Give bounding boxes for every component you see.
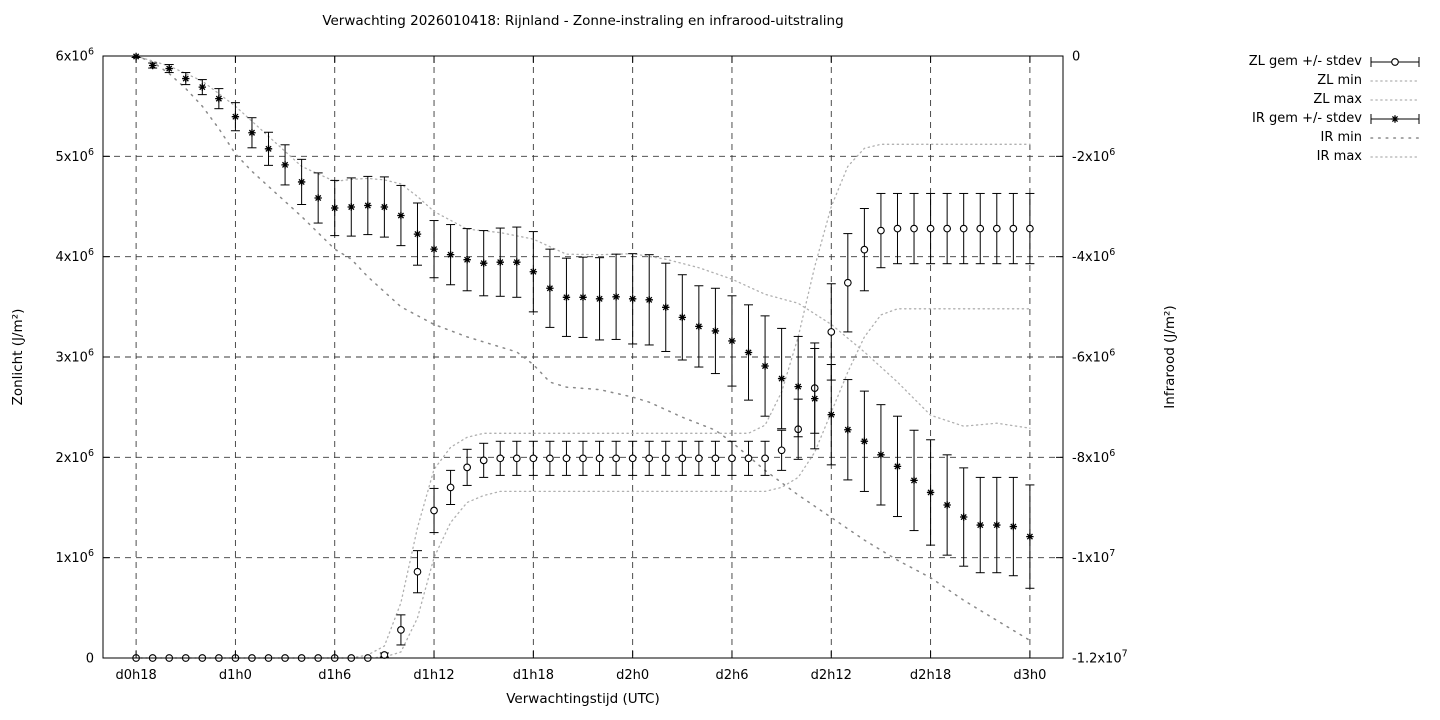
y-left-tick-label: 1x106 [55,548,94,566]
legend-sample-dotted-line-icon [1370,136,1420,139]
legend-label: ZL min [1317,73,1362,88]
legend-label: ZL max [1313,92,1362,107]
x-tick-label: d0h18 [115,668,156,683]
x-tick-label: d1h0 [219,668,252,683]
ir-min-line [135,55,1031,642]
x-tick-label: d1h18 [513,668,554,683]
y-right-tick-label: -6x106 [1072,348,1115,366]
y-right-tick-label: -2x106 [1072,147,1115,165]
legend-label: IR min [1320,130,1362,145]
y-axis-label-right: Infrarood (J/m²) [1162,305,1178,409]
y-right-tick-label: -1.2x107 [1072,649,1128,667]
axis-tick-labels: d0h18 d1h0 d1h6 d1h12 d1h18 d2h0 d2h6 d2h12 d2h1… [55,47,1127,684]
y-left-tick-label: 2x106 [55,448,94,466]
gridlines [103,56,1063,658]
x-tick-label: d3h0 [1013,668,1046,683]
x-tick-label: d1h6 [318,668,351,683]
ir-gem-stdev-series [131,52,1035,589]
y-right-tick-label: -1x107 [1072,548,1115,566]
x-tick-label: d2h18 [910,668,951,683]
y-right-tick-label: 0 [1072,50,1080,65]
legend-item-zl-max: ZL max [1186,90,1420,109]
y-right-tick-label: -4x106 [1072,247,1115,265]
x-axis-label: Verwachtingstijd (UTC) [506,691,660,707]
legend-item-zl-mean: ZL gem +/- stdev [1186,52,1420,71]
x-tick-label: d2h0 [616,668,649,683]
legend-label: ZL gem +/- stdev [1248,54,1362,69]
x-tick-label: d2h12 [811,668,852,683]
y-left-tick-label: 5x106 [55,147,94,165]
x-tick-label: d1h12 [413,668,454,683]
y-left-tick-label: 4x106 [55,247,94,265]
y-right-tick-label: -8x106 [1072,448,1115,466]
legend-sample-errorbar-star-icon [1370,113,1420,124]
zl-gem-stdev-series [132,192,1035,662]
chart-title: Verwachting 2026010418: Rijnland - Zonne… [322,13,844,29]
legend-sample-dotted-line-icon [1370,155,1420,158]
ir-max-line [135,55,1031,429]
plot-border [102,55,1064,659]
legend-label: IR gem +/- stdev [1252,111,1362,126]
legend-item-zl-min: ZL min [1186,71,1420,90]
legend-sample-dotted-line-icon [1370,98,1420,101]
legend-sample-errorbar-circle-icon [1370,56,1420,67]
legend-sample-dotted-line-icon [1370,79,1420,82]
zl-min-line [135,308,1031,659]
y-axis-label-left: Zonlicht (J/m²) [10,308,26,406]
y-left-tick-label: 3x106 [55,348,94,366]
x-tick-label: d2h6 [715,668,748,683]
legend-item-ir-min: IR min [1186,128,1420,147]
zl-max-line [135,143,1031,659]
legend-item-ir-mean: IR gem +/- stdev [1186,109,1420,128]
y-left-tick-label: 0 [86,652,94,667]
y-left-tick-label: 6x106 [55,47,94,65]
legend-item-ir-max: IR max [1186,147,1420,166]
legend: ZL gem +/- stdev ZL min ZL max IR gem +/… [1186,52,1420,166]
legend-label: IR max [1316,149,1362,164]
